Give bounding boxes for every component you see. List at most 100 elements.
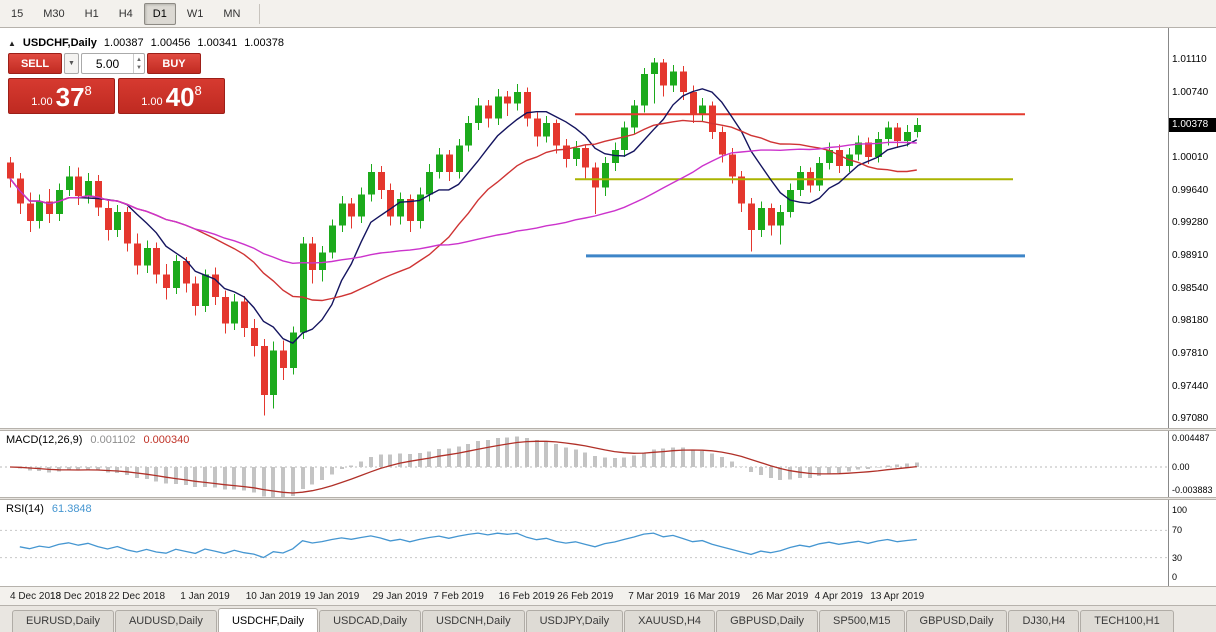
price-tick-label: 0.97440 — [1172, 381, 1209, 392]
timeframe-button-h1[interactable]: H1 — [84, 7, 99, 20]
main-chart-panel[interactable]: ▲ USDCHF,Daily 1.00387 1.00456 1.00341 1… — [0, 28, 1168, 428]
chart-tab-usdcad-daily[interactable]: USDCAD,Daily — [319, 610, 422, 632]
chart-tab-usdcnh-daily[interactable]: USDCNH,Daily — [422, 610, 525, 632]
scale-label: 0.004487 — [1172, 433, 1210, 443]
price-tick-label: 0.98180 — [1172, 315, 1209, 326]
date-label: 16 Mar 2019 — [683, 591, 741, 602]
timeframe-button-w1[interactable]: W1 — [186, 7, 204, 20]
ohlc-close: 1.00378 — [244, 37, 284, 49]
macd-label: MACD(12,26,9) 0.001102 0.000340 — [6, 434, 189, 446]
macd-chart[interactable] — [0, 431, 1168, 497]
chevron-down-icon: ▼ — [68, 60, 75, 67]
timeframe-button-mn[interactable]: MN — [223, 7, 241, 20]
buy-price-sup: 8 — [194, 83, 202, 98]
chart-tab-audusd-daily[interactable]: AUDUSD,Daily — [114, 610, 217, 632]
timeframe-toolbar: 15 M30 H1 H4 D1 W1 MN — [0, 0, 1216, 28]
date-label: 16 Feb 2019 — [498, 591, 555, 602]
date-label: 7 Mar 2019 — [628, 591, 679, 602]
chart-tab-xauusd-h4[interactable]: XAUUSD,H4 — [624, 610, 716, 632]
macd-panel[interactable]: MACD(12,26,9) 0.001102 0.000340 — [0, 431, 1168, 497]
ma-line-45 — [9, 141, 917, 265]
ohlc-open: 1.00387 — [103, 37, 144, 49]
timeframe-button-15[interactable]: 15 — [11, 7, 24, 20]
date-label: 22 Dec 2018 — [108, 591, 166, 602]
one-click-collapse-icon[interactable]: ▲ — [8, 38, 16, 48]
scale-label: 30 — [1172, 553, 1183, 563]
chart-tab-usdjpy-daily[interactable]: USDJPY,Daily — [525, 610, 624, 632]
sell-price-main: 37 — [55, 82, 85, 112]
scale-label: 0.00 — [1172, 462, 1190, 472]
timeframe-bar: 15 M30 H1 H4 D1 W1 MN — [0, 0, 253, 27]
macd-scale[interactable]: 0.004487 0.00 -0.003883 — [1168, 431, 1216, 497]
sell-price-prefix: 1.00 — [31, 96, 53, 108]
scale-label: -0.003883 — [1172, 485, 1213, 495]
price-tick-label: 0.98910 — [1172, 250, 1209, 261]
chart-tab-sp500-m15[interactable]: SP500,M15 — [819, 610, 905, 632]
scale-label: 70 — [1172, 525, 1183, 535]
date-label: 13 Dec 2018 — [49, 591, 107, 602]
chart-tab-gbpusd-daily[interactable]: GBPUSD,Daily — [716, 610, 819, 632]
rsi-scale[interactable]: 100 70 30 0 — [1168, 500, 1216, 586]
macd-signal-line — [9, 440, 917, 494]
macd-histogram — [18, 436, 919, 497]
timeframe-button-h4[interactable]: H4 — [118, 7, 133, 20]
macd-signal-value: 0.000340 — [143, 434, 190, 446]
date-label: 1 Jan 2019 — [180, 591, 230, 602]
date-label: 29 Jan 2019 — [372, 591, 428, 602]
spinner-down-icon[interactable]: ▼ — [136, 64, 142, 71]
buy-button[interactable]: BUY — [147, 53, 201, 74]
chart-tab-tech100-h1[interactable]: TECH100,H1 — [1080, 610, 1174, 632]
date-axis[interactable]: 4 Dec 2018 13 Dec 2018 22 Dec 2018 1 Jan 20… — [0, 586, 1216, 605]
panel-separator[interactable] — [0, 428, 1216, 431]
price-tick-label: 0.97080 — [1172, 413, 1209, 424]
sell-button[interactable]: SELL — [8, 53, 62, 74]
date-label: 26 Feb 2019 — [557, 591, 614, 602]
volume-input[interactable]: 5.00 ▲ ▼ — [81, 53, 145, 74]
chart-info-line: ▲ USDCHF,Daily 1.00387 1.00456 1.00341 1… — [8, 37, 284, 49]
chart-symbol-label: USDCHF,Daily — [22, 37, 97, 49]
buy-price-prefix: 1.00 — [141, 96, 163, 108]
volume-spinner[interactable]: ▲ ▼ — [133, 54, 144, 73]
candlestick-chart[interactable] — [0, 28, 1168, 428]
rsi-name: RSI(14) — [6, 503, 44, 515]
scale-label: 0 — [1172, 572, 1178, 582]
volume-dropdown-button[interactable]: ▼ — [64, 53, 79, 74]
price-tick-label: 0.99280 — [1172, 217, 1209, 228]
candles — [7, 58, 921, 416]
spinner-up-icon[interactable]: ▲ — [136, 56, 142, 63]
price-tick-label: 1.00740 — [1172, 87, 1209, 98]
date-label: 4 Dec 2018 — [10, 591, 62, 602]
timeframe-button-d1[interactable]: D1 — [143, 2, 176, 25]
sell-price-box[interactable]: 1.00 37 8 — [8, 78, 115, 114]
chart-tab-eurusd-daily[interactable]: EURUSD,Daily — [12, 610, 114, 632]
ohlc-high: 1.00456 — [150, 37, 191, 49]
chart-tabbar: EURUSD,Daily AUDUSD,Daily USDCHF,Daily USDC… — [0, 605, 1216, 632]
date-label: 4 Apr 2019 — [814, 591, 863, 602]
macd-main-value: 0.001102 — [90, 434, 136, 446]
chart-tab-gbpusd-daily[interactable]: GBPUSD,Daily — [905, 610, 1008, 632]
price-tick-label: 0.99640 — [1172, 185, 1209, 196]
price-tick-label: 0.98540 — [1172, 283, 1209, 294]
price-tick-label: 1.00010 — [1172, 152, 1209, 163]
chart-tab-dj30-h4[interactable]: DJ30,H4 — [1008, 610, 1080, 632]
ohlc-low: 1.00341 — [197, 37, 238, 49]
buy-price-main: 40 — [165, 82, 195, 112]
ma-line-8 — [9, 88, 918, 344]
scale-label: 100 — [1172, 505, 1188, 515]
buy-price-box[interactable]: 1.00 40 8 — [118, 78, 225, 114]
rsi-line — [19, 532, 917, 559]
rsi-chart[interactable] — [0, 500, 1168, 586]
toolbar-separator — [259, 3, 261, 24]
one-click-trading-panel: SELL ▼ 5.00 ▲ ▼ BUY 1.00 — [8, 53, 225, 114]
price-tick-label: 0.97810 — [1172, 348, 1209, 359]
date-label: 7 Feb 2019 — [433, 591, 484, 602]
price-tick-label: 1.01110 — [1172, 54, 1207, 65]
chart-tab-usdchf-daily[interactable]: USDCHF,Daily — [217, 608, 319, 632]
current-price-badge: 1.00378 — [1169, 118, 1216, 132]
rsi-panel[interactable]: RSI(14) 61.3848 — [0, 500, 1168, 586]
main-price-scale[interactable]: 1.00378 1.011101.007401.003701.000100.99… — [1168, 28, 1216, 428]
date-label: 19 Jan 2019 — [304, 591, 360, 602]
timeframe-button-m30[interactable]: M30 — [43, 7, 65, 20]
panel-separator-2[interactable] — [0, 497, 1216, 500]
